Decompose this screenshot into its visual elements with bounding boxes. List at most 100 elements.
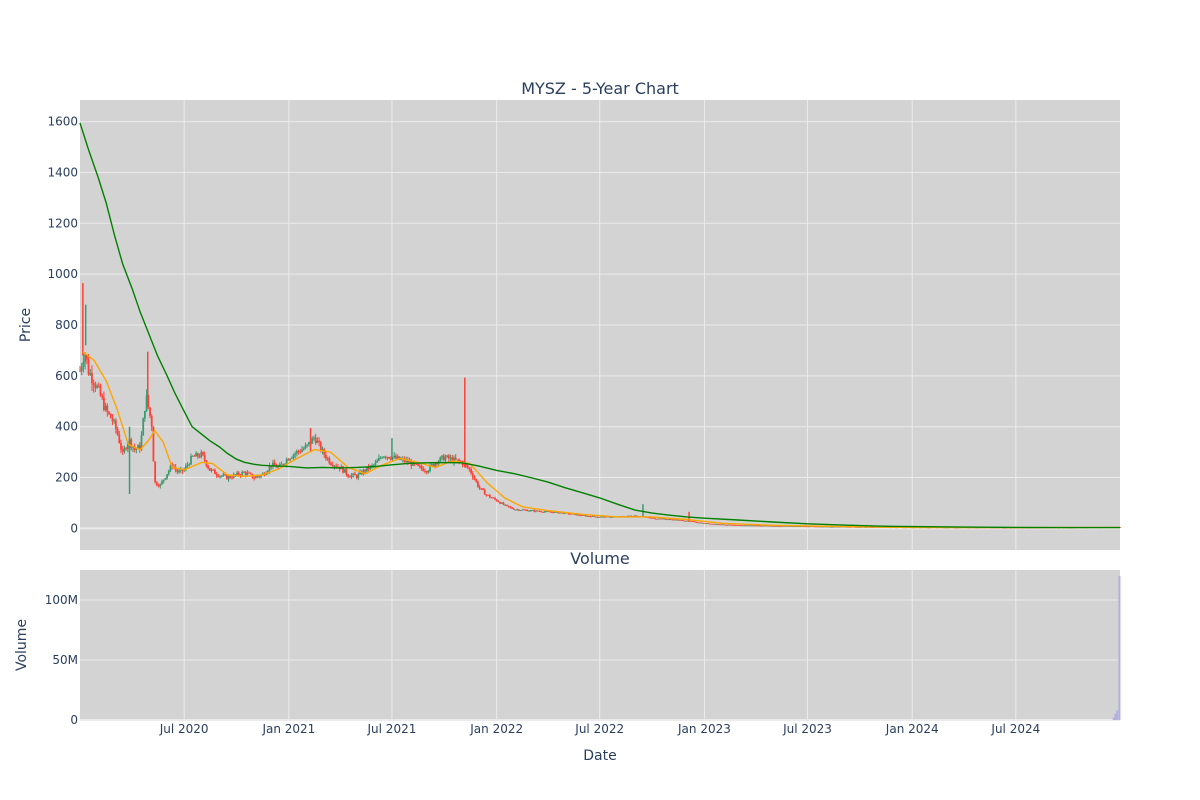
candle-body bbox=[319, 442, 322, 451]
candle-body bbox=[203, 454, 206, 461]
candle-body bbox=[531, 510, 534, 511]
candle-body bbox=[779, 526, 782, 527]
candle-body bbox=[379, 457, 382, 459]
date-x-tick-label: Jul 2021 bbox=[367, 722, 417, 736]
candle-body bbox=[121, 449, 124, 452]
candle-body bbox=[424, 471, 426, 472]
candle-body bbox=[661, 518, 664, 520]
candle-body bbox=[485, 494, 488, 496]
candle-body bbox=[403, 458, 406, 462]
candle-body bbox=[728, 524, 730, 526]
candle-body bbox=[786, 525, 788, 527]
candle-body bbox=[345, 469, 348, 475]
candle-body bbox=[721, 524, 724, 526]
candle-body bbox=[762, 525, 764, 527]
candle-body bbox=[101, 395, 104, 398]
candle-body bbox=[699, 522, 701, 524]
candle-body bbox=[529, 510, 532, 512]
price-y-tick-label: 1200 bbox=[47, 216, 78, 230]
candle-body bbox=[526, 510, 529, 512]
date-x-tick-label: Jul 2022 bbox=[574, 722, 624, 736]
candle-body bbox=[818, 526, 821, 528]
candle-body bbox=[383, 456, 385, 458]
candle-body bbox=[695, 522, 698, 523]
candle-body bbox=[386, 456, 389, 458]
candle-body bbox=[400, 459, 402, 461]
candle-body bbox=[354, 473, 356, 476]
candle-body bbox=[815, 526, 817, 528]
candle-body bbox=[114, 420, 117, 429]
candle-body bbox=[775, 525, 778, 527]
candle-body bbox=[405, 459, 408, 462]
price-vertical-gridlines bbox=[183, 100, 1017, 550]
candle-body bbox=[454, 457, 457, 460]
candle-body bbox=[577, 514, 580, 516]
candle-body bbox=[396, 456, 399, 459]
candle-body bbox=[447, 455, 450, 459]
candle-body bbox=[420, 466, 423, 469]
candle-body bbox=[770, 525, 773, 527]
candle-body bbox=[601, 516, 604, 518]
candle-body bbox=[596, 517, 599, 518]
moving-average-lines bbox=[79, 122, 1121, 529]
candle-body bbox=[321, 449, 324, 451]
candle-body bbox=[697, 522, 700, 524]
candle-body bbox=[301, 449, 303, 453]
candle-body bbox=[543, 511, 546, 513]
price-y-tick-labels: 0 200 400 600 800 1000 1200 1400 1600 bbox=[47, 115, 78, 536]
candle-body bbox=[693, 521, 696, 523]
volume-bar bbox=[1112, 717, 1115, 720]
candle-body bbox=[757, 525, 759, 527]
candle-body bbox=[278, 464, 281, 467]
candle-body bbox=[753, 525, 756, 527]
candle-body bbox=[734, 525, 737, 526]
candle-body bbox=[365, 466, 368, 472]
candle-body bbox=[748, 525, 751, 527]
candle-body bbox=[84, 354, 87, 363]
candle-body bbox=[523, 509, 525, 511]
candle-body bbox=[777, 525, 780, 527]
candle-body bbox=[459, 461, 462, 462]
price-y-tick-label: 200 bbox=[55, 471, 78, 485]
price-y-axis-label: Price bbox=[18, 308, 34, 342]
candle-body bbox=[548, 511, 551, 513]
candle-body bbox=[738, 525, 741, 526]
candle-body bbox=[91, 372, 93, 384]
candle-body bbox=[307, 442, 310, 445]
candle-body bbox=[432, 464, 435, 467]
ma-long-line bbox=[79, 122, 1120, 529]
candle-body bbox=[804, 526, 807, 528]
candle-body bbox=[225, 474, 228, 480]
candle-body bbox=[519, 510, 522, 512]
candle-body bbox=[313, 437, 315, 439]
candle-body bbox=[681, 520, 684, 521]
candle-body bbox=[792, 526, 795, 527]
date-x-tick-label: Jan 2023 bbox=[677, 722, 731, 736]
candle-body bbox=[499, 502, 501, 504]
candle-body bbox=[418, 465, 421, 467]
candle-body bbox=[425, 471, 428, 473]
candle-body bbox=[408, 461, 411, 463]
candle-body bbox=[106, 405, 109, 412]
candle-body bbox=[89, 372, 92, 375]
candle-body bbox=[772, 525, 775, 527]
candle-body bbox=[813, 526, 816, 528]
candle-body bbox=[190, 455, 192, 465]
candle-body bbox=[186, 464, 189, 466]
candle-body bbox=[524, 509, 527, 511]
candle-body bbox=[739, 525, 742, 527]
candle-body bbox=[599, 516, 602, 518]
candle-body bbox=[832, 526, 835, 528]
candle-body bbox=[352, 473, 355, 476]
candle-body bbox=[789, 526, 792, 527]
candle-body bbox=[535, 510, 537, 512]
candle-body bbox=[634, 515, 636, 517]
candle-body bbox=[347, 474, 350, 477]
candle-body bbox=[652, 517, 655, 519]
candle-body bbox=[214, 469, 216, 474]
candle-body bbox=[751, 525, 754, 527]
candle-body bbox=[316, 440, 319, 443]
candle-body bbox=[80, 366, 83, 371]
candle-body bbox=[442, 455, 445, 461]
candle-body bbox=[673, 519, 676, 521]
